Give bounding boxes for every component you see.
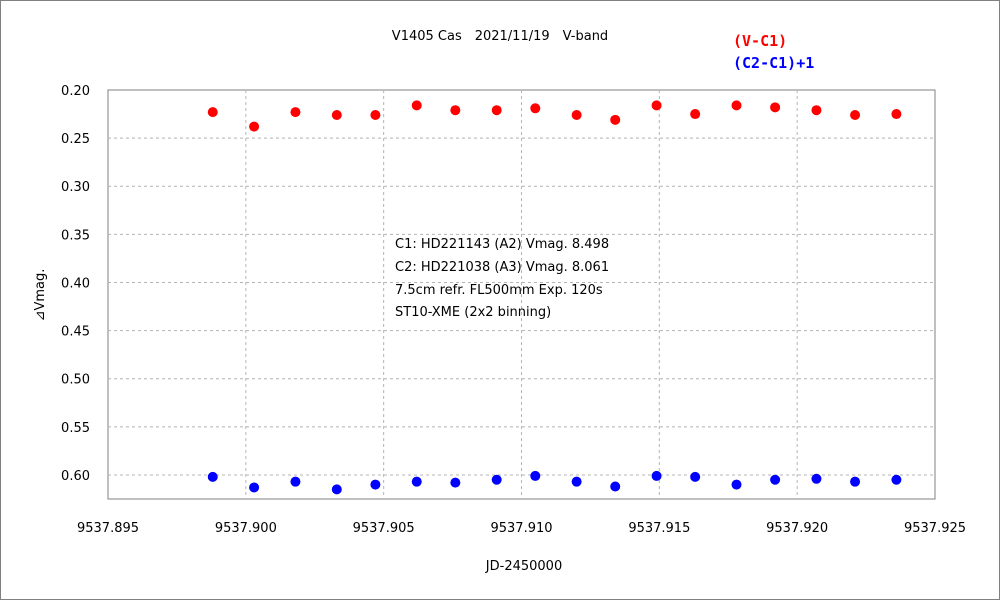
data-point-c2-c1 [811, 473, 822, 484]
y-axis-label: ⊿Vmag. [33, 269, 48, 322]
data-point-v-c1 [370, 110, 381, 121]
data-point-c2-c1 [411, 476, 422, 487]
data-point-v-c1 [530, 103, 541, 114]
x-tick-label: 9537.925 [904, 521, 966, 536]
annotation-line: C2: HD221038 (A3) Vmag. 8.061 [395, 260, 609, 275]
x-axis-ticks: 9537.895 9537.900 9537.905 9537.910 9537.915… [77, 521, 966, 536]
x-axis-label: JD-2450000 [485, 559, 562, 574]
x-tick-label: 9537.895 [77, 521, 139, 536]
data-point-c2-c1 [207, 471, 218, 482]
data-point-v-c1 [411, 100, 422, 111]
x-tick-label: 9537.905 [353, 521, 415, 536]
data-point-v-c1 [651, 100, 662, 111]
grid [108, 90, 935, 499]
data-point-v-c1 [571, 110, 582, 121]
data-point-v-c1 [450, 105, 461, 116]
x-tick-label: 9537.910 [490, 521, 552, 536]
x-tick-label: 9537.920 [766, 521, 828, 536]
chart-title: V1405 Cas 2021/11/19 V-band [392, 29, 608, 44]
y-tick-label: 0.50 [61, 373, 90, 388]
data-point-v-c1 [731, 100, 742, 111]
data-point-c2-c1 [850, 476, 861, 487]
data-point-c2-c1 [331, 484, 342, 495]
y-axis-ticks: 0.20 0.25 0.30 0.35 0.40 0.45 0.50 0.55 0.60 [61, 84, 90, 484]
annotation-line: ST10-XME (2x2 binning) [395, 305, 551, 320]
y-tick-label: 0.60 [61, 469, 90, 484]
data-point-c2-c1 [290, 476, 301, 487]
data-point-v-c1 [207, 107, 218, 118]
legend-entry-v-c1: (V-C1) [733, 32, 787, 50]
data-point-v-c1 [331, 110, 342, 121]
data-point-c2-c1 [770, 474, 781, 485]
y-tick-label: 0.20 [61, 84, 90, 99]
data-point-c2-c1 [690, 471, 701, 482]
data-point-v-c1 [690, 109, 701, 120]
data-point-v-c1 [811, 105, 822, 116]
data-point-c2-c1 [891, 474, 902, 485]
data-points [207, 100, 902, 495]
x-tick-label: 9537.915 [628, 521, 690, 536]
y-tick-label: 0.45 [61, 325, 90, 340]
data-point-c2-c1 [530, 470, 541, 481]
y-tick-label: 0.40 [61, 276, 90, 291]
data-point-v-c1 [891, 109, 902, 120]
data-point-v-c1 [290, 107, 301, 118]
data-point-v-c1 [249, 121, 260, 132]
data-point-v-c1 [770, 102, 781, 113]
data-point-c2-c1 [651, 470, 662, 481]
data-point-c2-c1 [610, 481, 621, 492]
x-tick-label: 9537.900 [215, 521, 277, 536]
y-tick-label: 0.25 [61, 132, 90, 147]
data-point-c2-c1 [370, 479, 381, 490]
data-point-v-c1 [610, 114, 621, 125]
data-point-c2-c1 [571, 476, 582, 487]
y-tick-label: 0.55 [61, 421, 90, 436]
annotation-line: 7.5cm refr. FL500mm Exp. 120s [395, 283, 603, 298]
data-point-c2-c1 [731, 479, 742, 490]
annotation-line: C1: HD221143 (A2) Vmag. 8.498 [395, 237, 609, 252]
data-point-v-c1 [850, 110, 861, 121]
y-tick-label: 0.35 [61, 228, 90, 243]
data-point-c2-c1 [491, 474, 502, 485]
data-point-v-c1 [491, 105, 502, 116]
annotation-block: C1: HD221143 (A2) Vmag. 8.498 C2: HD2210… [395, 237, 609, 320]
data-point-c2-c1 [249, 482, 260, 493]
legend-entry-c2-c1-plus-1: (C2-C1)+1 [733, 54, 814, 72]
y-tick-label: 0.30 [61, 180, 90, 195]
data-point-c2-c1 [450, 477, 461, 488]
